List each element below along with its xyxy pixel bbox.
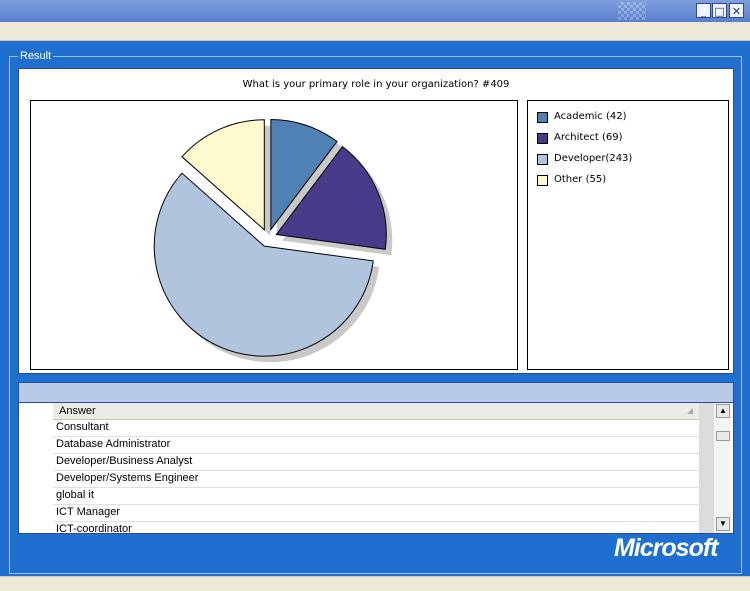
microsoft-logo: Microsoft	[614, 534, 718, 562]
pie-slice-academic	[270, 118, 338, 231]
table-row[interactable]: Developer/Business Analyst	[53, 454, 699, 471]
table-row[interactable]: ICT-coordinator	[53, 522, 699, 534]
table-cell: ICT Manager	[56, 506, 120, 518]
pie-slice-developer	[153, 172, 374, 357]
table-row[interactable]: Developer/Systems Engineer	[53, 471, 699, 488]
grid-group-band	[19, 383, 733, 403]
status-bar	[0, 576, 750, 591]
result-group-label: Result	[18, 50, 54, 62]
chart-legend: Academic (42) Architect (69) Developer(2…	[527, 100, 729, 370]
row-header-gutter	[19, 403, 53, 533]
legend-label-other: Other (55)	[554, 174, 607, 185]
legend-swatch-other	[537, 175, 548, 186]
title-bar-pattern	[618, 2, 646, 20]
legend-label-architect: Architect (69)	[554, 132, 623, 143]
table-row[interactable]: global it	[53, 488, 699, 505]
title-bar: _ □ ✕	[0, 0, 750, 22]
table-cell: Developer/Systems Engineer	[56, 472, 199, 484]
toolbar	[0, 22, 750, 41]
sort-icon: ◢	[686, 406, 693, 415]
pie-slice-other	[181, 119, 265, 231]
column-header-label: Answer	[59, 405, 96, 417]
column-header-answer[interactable]: Answer ◢	[53, 403, 699, 420]
result-group	[9, 56, 742, 574]
table-row[interactable]: Consultant	[53, 420, 699, 437]
vertical-scrollbar[interactable]	[714, 403, 731, 533]
main-panel: Result What is your primary role in your…	[0, 41, 750, 576]
table-cell: Consultant	[56, 421, 109, 433]
table-row[interactable]: ICT Manager	[53, 505, 699, 522]
scroll-thumb[interactable]	[716, 431, 730, 441]
chart-panel: What is your primary role in your organi…	[18, 68, 734, 374]
maximize-button[interactable]: □	[712, 3, 727, 18]
legend-label-developer: Developer(243)	[554, 153, 633, 164]
chart-title: What is your primary role in your organi…	[242, 79, 510, 90]
grid-divider-track	[699, 403, 714, 533]
answer-grid: Answer ◢ Consultant Database Administrat…	[18, 382, 734, 534]
scroll-down-button[interactable]: ▼	[716, 517, 730, 531]
close-button[interactable]: ✕	[729, 3, 744, 18]
table-cell: global it	[56, 489, 94, 501]
legend-swatch-academic	[537, 112, 548, 123]
table-row[interactable]: Database Administrator	[53, 437, 699, 454]
minimize-button[interactable]: _	[696, 3, 711, 18]
pie-chart-area	[30, 100, 518, 370]
legend-swatch-developer	[537, 154, 548, 165]
pie-slices	[153, 118, 387, 357]
pie-chart	[153, 118, 393, 363]
legend-label-academic: Academic (42)	[554, 111, 627, 122]
pie-slice-architect	[275, 145, 387, 250]
table-cell: ICT-coordinator	[56, 523, 132, 534]
table-cell: Database Administrator	[56, 438, 171, 450]
scroll-up-button[interactable]: ▲	[716, 404, 730, 418]
legend-swatch-architect	[537, 133, 548, 144]
table-cell: Developer/Business Analyst	[56, 455, 193, 467]
